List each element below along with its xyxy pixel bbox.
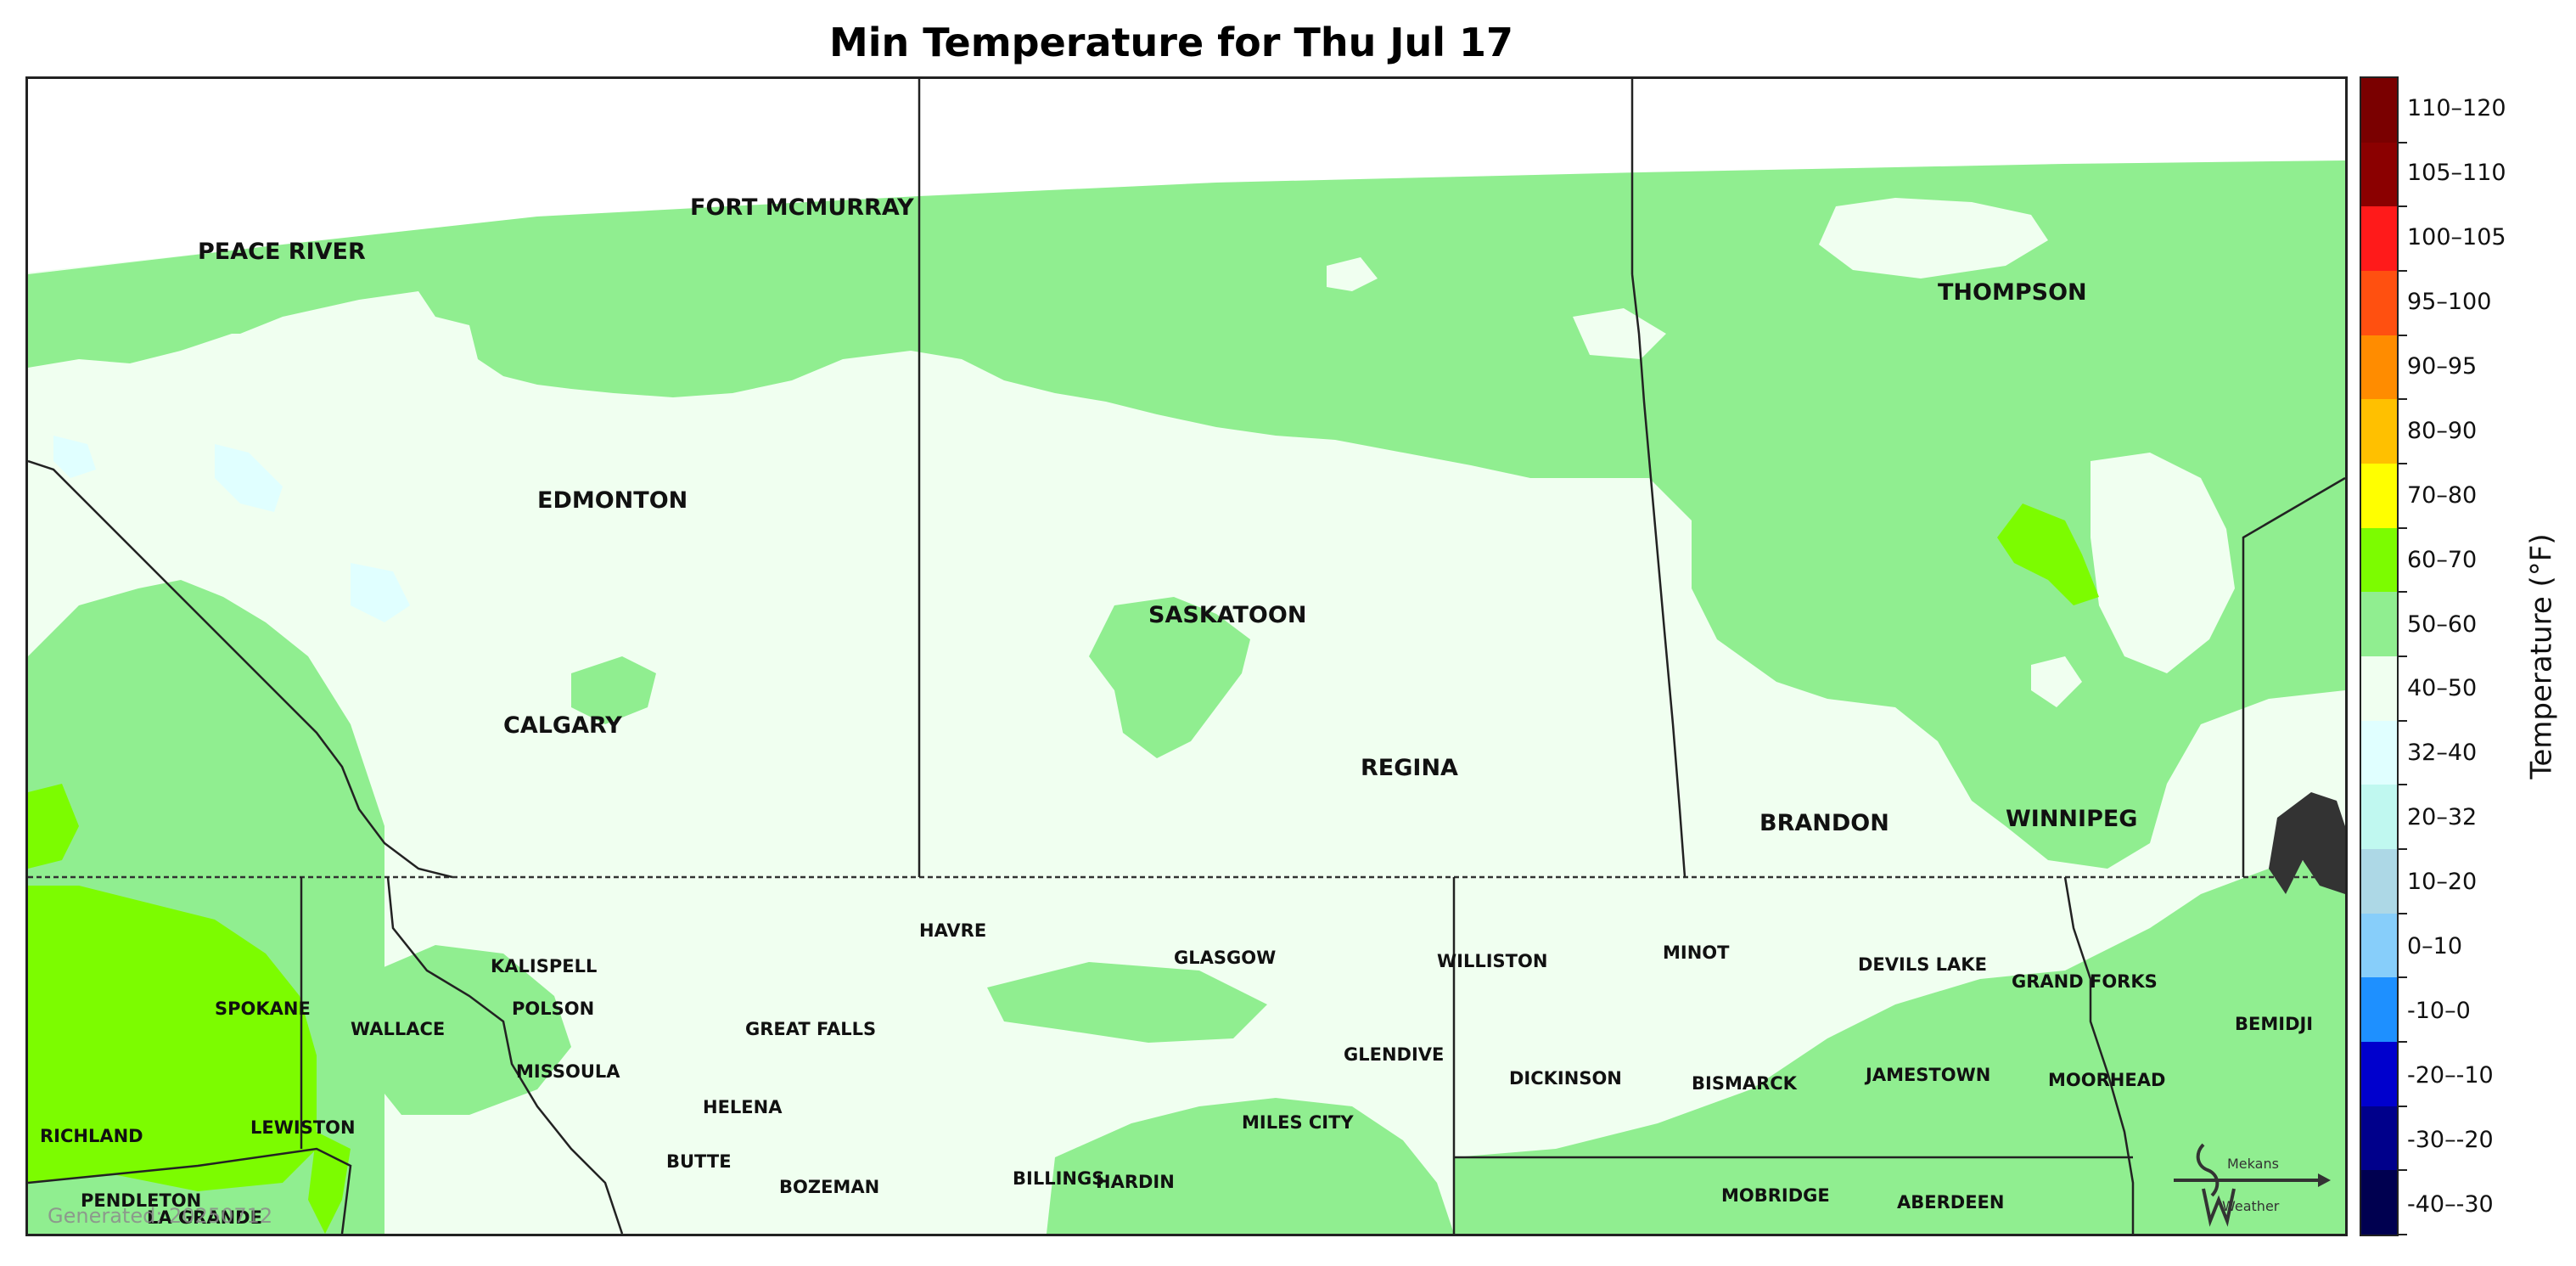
city-label: GLENDIVE bbox=[1344, 1044, 1444, 1065]
legend-swatch bbox=[2361, 720, 2407, 786]
legend-swatch bbox=[2361, 464, 2407, 529]
temp-holes-40-50 bbox=[181, 198, 2235, 707]
city-label: PENDLETON bbox=[81, 1190, 201, 1211]
city-label: GREAT FALLS bbox=[745, 1019, 876, 1039]
lake-of-the-woods bbox=[2269, 792, 2345, 894]
mekans-weather-logo: Mekans Weather bbox=[2174, 1143, 2331, 1227]
city-label: FORT MCMURRAY bbox=[690, 194, 914, 221]
city-label: HAVRE bbox=[919, 920, 986, 941]
legend-swatch bbox=[2361, 335, 2407, 401]
temperature-map: PEACE RIVER FORT MCMURRAY EDMONTON CALGARY S… bbox=[28, 79, 2345, 1234]
generated-stamp: Generated: 20250712 bbox=[48, 1204, 273, 1228]
legend-label: 105–110 bbox=[2407, 160, 2506, 187]
city-label: MOBRIDGE bbox=[1721, 1185, 1830, 1206]
city-label: ABERDEEN bbox=[1897, 1192, 2004, 1213]
legend-swatch bbox=[2361, 399, 2407, 464]
city-label: MILES CITY bbox=[1242, 1112, 1354, 1133]
city-label: WILLISTON bbox=[1437, 951, 1547, 971]
legend-label: 10–20 bbox=[2407, 869, 2478, 896]
city-label: MINOT bbox=[1663, 942, 1730, 963]
legend-label: -40–-30 bbox=[2407, 1190, 2494, 1218]
legend-swatch bbox=[2361, 271, 2407, 336]
city-label: BISMARCK bbox=[1692, 1073, 1798, 1094]
city-label: DEVILS LAKE bbox=[1858, 954, 1987, 975]
temp-regions-60-70 bbox=[28, 504, 2099, 1234]
legend-title-text: Temperature (°F) bbox=[2525, 533, 2560, 779]
city-label: BOZEMAN bbox=[779, 1177, 879, 1197]
city-label: RICHLAND bbox=[40, 1126, 143, 1146]
legend-swatch bbox=[2361, 142, 2407, 208]
legend-swatch bbox=[2361, 656, 2407, 722]
city-label: REGINA bbox=[1361, 755, 1458, 781]
city-label: SASKATOON bbox=[1148, 602, 1306, 628]
legend-label: 95–100 bbox=[2407, 289, 2492, 316]
legend-label: 50–60 bbox=[2407, 610, 2478, 638]
legend-swatch bbox=[2361, 1042, 2407, 1107]
city-label: EDMONTON bbox=[537, 487, 687, 514]
legend-swatch bbox=[2361, 977, 2407, 1043]
city-label: SPOKANE bbox=[215, 999, 311, 1019]
city-label: LEWISTON bbox=[250, 1117, 356, 1138]
legend-swatch bbox=[2361, 78, 2407, 143]
city-label: WALLACE bbox=[351, 1019, 445, 1039]
city-label: THOMPSON bbox=[1938, 279, 2087, 306]
map-title: Min Temperature for Thu Jul 17 bbox=[828, 20, 1514, 65]
city-labels: PEACE RIVER FORT MCMURRAY EDMONTON CALGARY S… bbox=[40, 194, 2313, 1228]
legend-swatch bbox=[2361, 1106, 2407, 1172]
legend-labels: 110–120 105–110 100–105 95–100 90–95 80–90 70–… bbox=[2407, 76, 2517, 1236]
city-label: JAMESTOWN bbox=[1864, 1065, 1990, 1085]
city-label: BILLINGS bbox=[1013, 1168, 1104, 1189]
map-area: PEACE RIVER FORT MCMURRAY EDMONTON CALGARY S… bbox=[25, 76, 2348, 1236]
logo-text-bottom: Weather bbox=[2222, 1198, 2280, 1214]
no-data-region bbox=[28, 79, 2345, 273]
city-label: HELENA bbox=[703, 1097, 783, 1117]
legend-label: 100–105 bbox=[2407, 224, 2506, 251]
legend-swatch bbox=[2361, 913, 2407, 979]
legend-label: -30–-20 bbox=[2407, 1126, 2494, 1153]
legend-label: 90–95 bbox=[2407, 353, 2478, 380]
city-label: BUTTE bbox=[666, 1151, 732, 1172]
legend-label: -20–-10 bbox=[2407, 1061, 2494, 1089]
city-label: GRAND FORKS bbox=[2012, 971, 2158, 992]
city-label: POLSON bbox=[512, 999, 594, 1019]
city-label: DICKINSON bbox=[1509, 1068, 1622, 1089]
city-label: MOORHEAD bbox=[2048, 1070, 2165, 1090]
legend-swatch bbox=[2361, 592, 2407, 657]
legend-label: 0–10 bbox=[2407, 933, 2463, 960]
legend-swatch bbox=[2361, 1170, 2407, 1235]
legend-label: 32–40 bbox=[2407, 740, 2478, 767]
legend-colorbar bbox=[2360, 76, 2407, 1236]
city-label: CALGARY bbox=[503, 712, 622, 739]
logo-text-top: Mekans bbox=[2227, 1156, 2279, 1172]
legend-label: 40–50 bbox=[2407, 675, 2478, 702]
legend-label: -10–0 bbox=[2407, 997, 2471, 1024]
legend-swatch bbox=[2361, 206, 2407, 272]
city-label: WINNIPEG bbox=[2006, 806, 2137, 832]
legend-label: 70–80 bbox=[2407, 481, 2478, 509]
legend-label: 80–90 bbox=[2407, 417, 2478, 444]
temp-regions-32-40 bbox=[53, 436, 410, 622]
city-label: HARDIN bbox=[1096, 1172, 1175, 1192]
legend-label: 20–32 bbox=[2407, 804, 2478, 831]
legend-title: Temperature (°F) bbox=[2517, 76, 2568, 1236]
province-borders bbox=[28, 79, 2345, 1234]
city-label: BEMIDJI bbox=[2235, 1014, 2313, 1034]
city-label: BRANDON bbox=[1759, 810, 1889, 836]
legend-label: 110–120 bbox=[2407, 95, 2506, 122]
city-label: MISSOULA bbox=[516, 1061, 620, 1082]
legend-swatch bbox=[2361, 785, 2407, 850]
legend-label: 60–70 bbox=[2407, 546, 2478, 573]
city-label: GLASGOW bbox=[1174, 948, 1276, 968]
legend-swatch bbox=[2361, 527, 2407, 594]
legend-swatch bbox=[2361, 849, 2407, 914]
city-label: PEACE RIVER bbox=[198, 239, 366, 265]
city-label: KALISPELL bbox=[491, 956, 597, 976]
city-label: LA GRANDE bbox=[147, 1207, 262, 1228]
